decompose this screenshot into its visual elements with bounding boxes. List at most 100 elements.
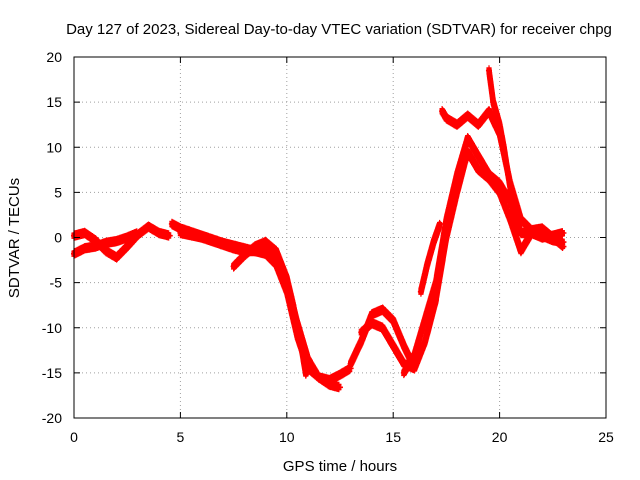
data-point xyxy=(262,248,269,255)
y-tick-labels: -20 -15 -10 -5 0 5 10 15 20 xyxy=(42,49,62,426)
data-point xyxy=(517,229,524,236)
data-point xyxy=(507,216,514,223)
data-markers xyxy=(71,65,567,393)
data-point xyxy=(411,365,418,372)
data-point xyxy=(262,239,269,246)
data-point xyxy=(326,381,333,388)
data-point xyxy=(454,171,461,178)
data-point xyxy=(454,121,461,128)
x-tick-label: 25 xyxy=(598,429,614,445)
y-tick-label: 0 xyxy=(54,230,62,246)
y-tick-label: 15 xyxy=(46,94,62,110)
data-point xyxy=(358,329,365,336)
data-point xyxy=(560,229,567,236)
data-point xyxy=(422,315,429,322)
y-tick-label: -15 xyxy=(42,365,62,381)
x-tick-labels: 0 5 10 15 20 25 xyxy=(70,429,614,445)
data-point xyxy=(156,229,163,236)
series-track-5 xyxy=(230,236,309,379)
x-tick-label: 15 xyxy=(385,429,401,445)
data-point xyxy=(92,243,99,250)
data-point xyxy=(337,371,343,378)
data-point xyxy=(198,234,205,241)
x-tick-label: 20 xyxy=(492,429,508,445)
data-point xyxy=(528,227,535,234)
data-point xyxy=(368,320,375,327)
data-point xyxy=(443,115,450,122)
data-point xyxy=(241,252,248,259)
data-point xyxy=(273,248,280,255)
series-track-6 xyxy=(347,304,414,370)
data-point xyxy=(290,302,297,309)
x-tick-label: 5 xyxy=(177,429,185,445)
data-point xyxy=(411,351,418,358)
data-point xyxy=(485,67,492,74)
data-point xyxy=(347,360,354,367)
data-point xyxy=(124,234,131,241)
x-axis-title: GPS time / hours xyxy=(283,458,397,475)
data-point xyxy=(81,229,88,236)
y-tick-label: -20 xyxy=(42,410,62,426)
data-point xyxy=(475,121,482,128)
data-point xyxy=(496,180,503,187)
data-point xyxy=(437,220,444,227)
data-point xyxy=(168,220,175,227)
data-point xyxy=(496,121,503,128)
x-tick-label: 0 xyxy=(70,429,78,445)
data-point xyxy=(177,229,184,236)
data-point xyxy=(400,342,407,349)
data-point xyxy=(509,198,516,205)
data-point xyxy=(539,225,546,232)
data-point xyxy=(102,239,109,246)
data-point xyxy=(145,223,152,230)
data-point xyxy=(113,254,120,261)
series-track-11 xyxy=(485,65,524,229)
data-point xyxy=(485,171,492,178)
data-point xyxy=(485,108,492,115)
data-point xyxy=(296,333,303,340)
data-point xyxy=(302,371,309,378)
data-point xyxy=(81,245,88,252)
data-point xyxy=(251,243,258,250)
data-point xyxy=(368,311,375,318)
data-point xyxy=(102,248,109,255)
chart-title: Day 127 of 2023, Sidereal Day-to-day VTE… xyxy=(66,21,612,38)
y-tick-label: 5 xyxy=(54,184,62,200)
data-point xyxy=(475,166,482,173)
data-point xyxy=(439,108,446,115)
data-point xyxy=(422,338,429,345)
data-point xyxy=(464,112,471,119)
data-point xyxy=(124,243,131,250)
data-point xyxy=(432,297,439,304)
series-track-9 xyxy=(417,219,444,297)
x-tick-label: 10 xyxy=(279,429,295,445)
data-point xyxy=(230,245,237,252)
data-point xyxy=(379,306,386,313)
data-point xyxy=(390,342,397,349)
axis-ticks xyxy=(73,56,607,419)
data-point xyxy=(417,288,424,295)
y-tick-label: 10 xyxy=(46,139,62,155)
data-point xyxy=(464,135,471,142)
data-point xyxy=(475,153,482,160)
data-point xyxy=(337,384,343,391)
data-point xyxy=(134,229,141,236)
data-point xyxy=(424,261,431,268)
data-point xyxy=(432,279,439,286)
data-point xyxy=(400,369,407,376)
y-axis-title: SDTVAR / TECUs xyxy=(6,178,23,298)
data-point xyxy=(166,232,173,239)
data-point xyxy=(230,263,237,270)
data-point xyxy=(390,317,397,324)
data-point xyxy=(490,99,497,106)
data-point xyxy=(500,144,507,151)
y-tick-label: -10 xyxy=(42,320,62,336)
data-point xyxy=(113,238,120,245)
y-tick-label: -5 xyxy=(50,275,63,291)
data-point xyxy=(379,324,386,331)
data-point xyxy=(560,243,567,250)
y-tick-label: 20 xyxy=(46,49,62,65)
data-point xyxy=(505,171,512,178)
data-point xyxy=(219,241,226,248)
